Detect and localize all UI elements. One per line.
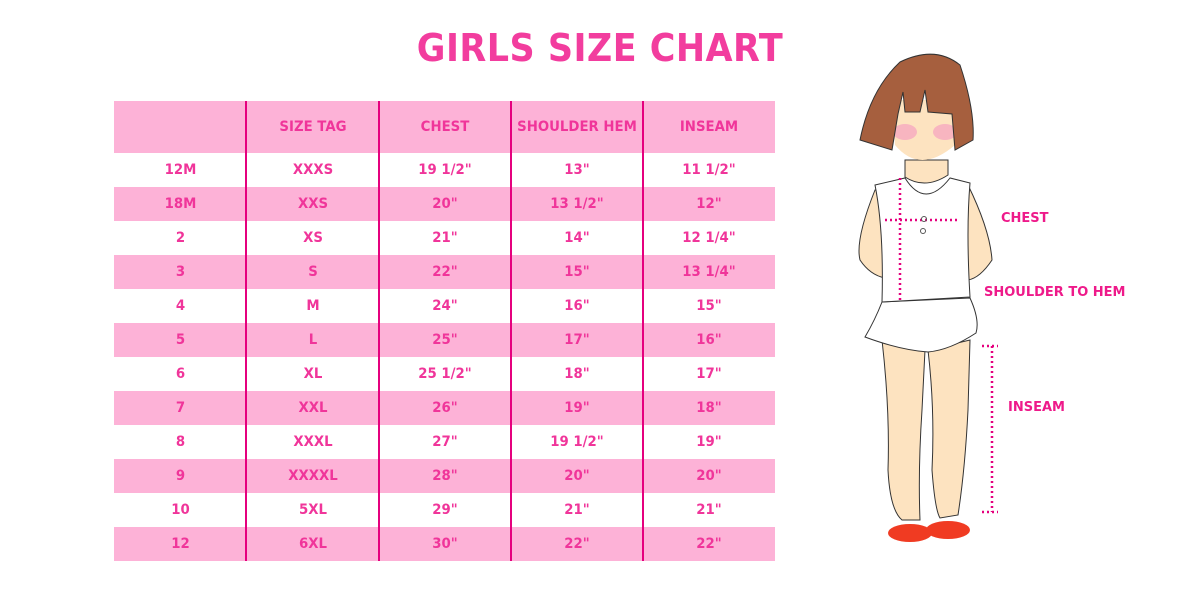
page-title: GIRLS SIZE CHART (416, 26, 784, 70)
table-cell: L (308, 332, 318, 348)
table-cell: 20" (696, 468, 722, 484)
column-header: INSEAM (679, 119, 739, 135)
table-cell: 20" (564, 468, 590, 484)
table-cell: XXXL (293, 434, 333, 450)
table-row: 3 S 22" 15" 13 1/4" (114, 255, 775, 289)
table-row: 12 6XL 30" 22" 22" (114, 527, 775, 561)
table-cell: 22" (696, 536, 722, 552)
table-row: 12M XXXS 19 1/2" 13" 11 1/2" (114, 153, 775, 187)
table-row: 5 L 25" 17" 16" (114, 323, 775, 357)
shoe-icon (926, 521, 970, 539)
girl-illustration (858, 53, 998, 542)
table-cell: 16" (564, 298, 590, 314)
table-cell: 12M (164, 162, 197, 178)
table-cell: 13 1/2" (550, 196, 604, 212)
table-cell: 22" (432, 264, 458, 280)
table-cell: 13 1/4" (682, 264, 736, 280)
table-cell: 28" (432, 468, 458, 484)
table-row: 2 XS 21" 14" 12 1/4" (114, 221, 775, 255)
table-cell: XL (303, 366, 323, 382)
table-cell: 10 (171, 502, 190, 518)
table-cell: 21" (564, 502, 590, 518)
table-cell: XXL (298, 400, 328, 416)
table-cell: 6 (175, 366, 186, 382)
table-row: 8 XXXL 27" 19 1/2" 19" (114, 425, 775, 459)
table-cell: 16" (696, 332, 722, 348)
table-cell: 21" (432, 230, 458, 246)
table-cell: 30" (432, 536, 458, 552)
table-cell: 17" (696, 366, 722, 382)
table-cell: 4 (175, 298, 186, 314)
table-cell: S (308, 264, 318, 280)
table-cell: XXXS (292, 162, 334, 178)
table-cell: 19" (696, 434, 722, 450)
chest-label: CHEST (1001, 211, 1049, 226)
table-row: 6 XL 25 1/2" 18" 17" (114, 357, 775, 391)
table-cell: 15" (564, 264, 590, 280)
shoe-icon (888, 524, 932, 542)
table-cell: 12 (171, 536, 190, 552)
table-cell: 21" (696, 502, 722, 518)
table-row: 7 XXL 26" 19" 18" (114, 391, 775, 425)
table-cell: 7 (175, 400, 186, 416)
table-cell: 8 (175, 434, 186, 450)
table-cell: 18M (164, 196, 197, 212)
table-cell: 20" (432, 196, 458, 212)
table-cell: 5 (175, 332, 186, 348)
table-cell: 22" (564, 536, 590, 552)
table-cell: 5XL (299, 502, 327, 518)
column-header: SIZE TAG (279, 119, 347, 135)
table-cell: XXXXL (288, 468, 338, 484)
table-cell: 27" (432, 434, 458, 450)
table-cell: 12 1/4" (682, 230, 736, 246)
table-cell: 18" (696, 400, 722, 416)
column-divider (510, 101, 512, 561)
table-cell: XS (303, 230, 323, 246)
table-cell: 2 (175, 230, 186, 246)
column-divider (378, 101, 380, 561)
table-cell: 15" (696, 298, 722, 314)
shoulder-to-hem-label: SHOULDER TO HEM (984, 285, 1126, 300)
table-cell: 3 (175, 264, 186, 280)
column-divider (642, 101, 644, 561)
table-cell: M (306, 298, 320, 314)
table-row: 10 5XL 29" 21" 21" (114, 493, 775, 527)
inseam-label: INSEAM (1008, 400, 1065, 415)
table-cell: 13" (564, 162, 590, 178)
table-cell: 12" (696, 196, 722, 212)
column-header: SHOULDER HEM (517, 119, 637, 135)
table-cell: 6XL (299, 536, 327, 552)
table-cell: 11 1/2" (682, 162, 736, 178)
table-cell: XXS (297, 196, 329, 212)
size-table: SIZE TAG CHEST SHOULDER HEM INSEAM 12M XXXS 19… (114, 101, 775, 561)
column-header: CHEST (420, 119, 470, 135)
table-row: 18M XXS 20" 13 1/2" 12" (114, 187, 775, 221)
table-cell: 26" (432, 400, 458, 416)
table-cell: 18" (564, 366, 590, 382)
table-cell: 25 1/2" (418, 366, 472, 382)
table-cell: 19 1/2" (550, 434, 604, 450)
table-cell: 9 (175, 468, 186, 484)
header-row: SIZE TAG CHEST SHOULDER HEM INSEAM (114, 101, 775, 153)
table-cell: 29" (432, 502, 458, 518)
table-cell: 17" (564, 332, 590, 348)
column-divider (245, 101, 247, 561)
table-cell: 14" (564, 230, 590, 246)
table-cell: 19" (564, 400, 590, 416)
table-row: 9 XXXXL 28" 20" 20" (114, 459, 775, 493)
table-cell: 25" (432, 332, 458, 348)
table-cell: 24" (432, 298, 458, 314)
table-cell: 19 1/2" (418, 162, 472, 178)
table-row: 4 M 24" 16" 15" (114, 289, 775, 323)
